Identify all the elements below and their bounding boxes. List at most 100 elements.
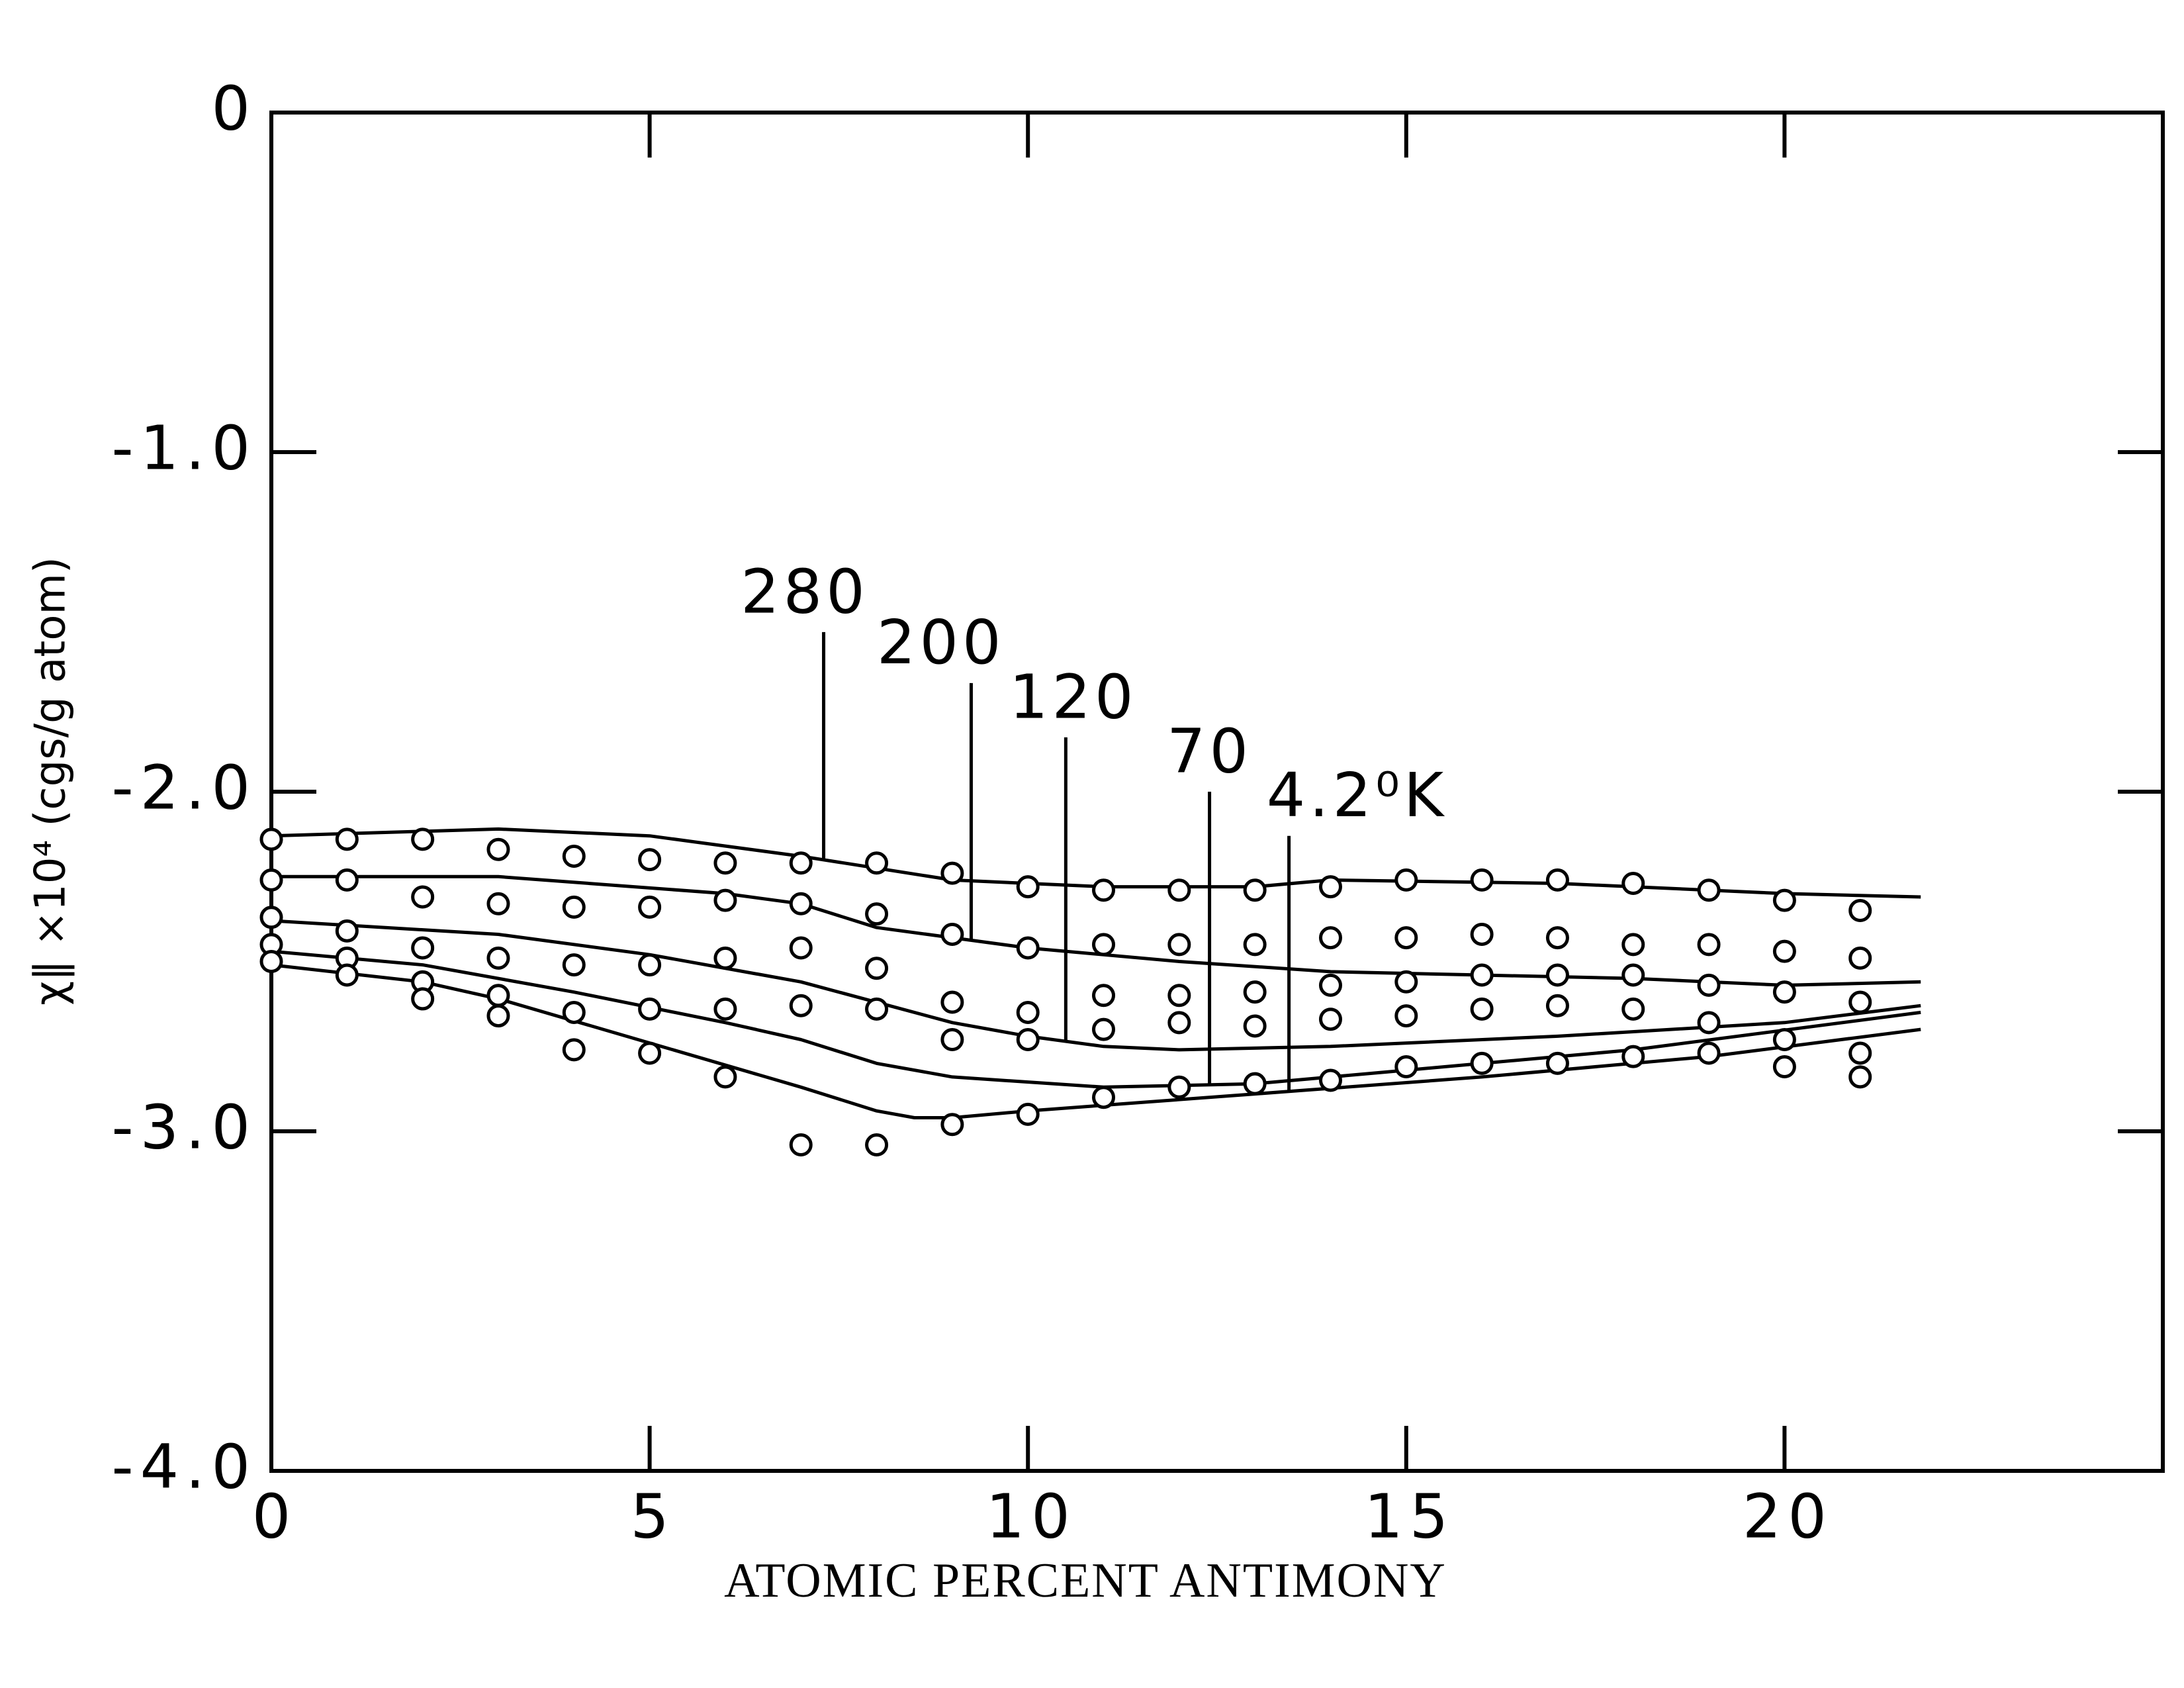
data-point [1772, 1027, 1796, 1051]
data-point [1092, 878, 1116, 902]
data-point [259, 827, 283, 851]
data-point [1621, 933, 1645, 957]
data-point [1394, 926, 1418, 950]
data-point [1394, 1004, 1418, 1028]
data-point [259, 950, 283, 973]
data-point [259, 906, 283, 929]
x-tick-label: 0 [252, 1481, 298, 1552]
data-point [335, 868, 359, 892]
data-point [1167, 1075, 1191, 1099]
data-point [940, 1027, 964, 1051]
curve-label: 120 [1009, 661, 1138, 732]
data-point [1848, 990, 1872, 1014]
data-point [638, 848, 662, 872]
data-point [486, 892, 510, 915]
data-point [1697, 973, 1721, 997]
data-point [1016, 875, 1040, 899]
x-tick-label: 15 [1364, 1481, 1455, 1552]
data-point [713, 888, 737, 912]
data-point [562, 1038, 586, 1062]
data-point [1470, 1051, 1494, 1075]
y-axis-label: χ‖ ×10⁴ (cgs/g atom) [26, 557, 75, 1006]
y-tick-label: -2.0 [111, 752, 257, 823]
x-axis-label: ATOMIC PERCENT ANTIMONY [724, 1554, 1447, 1608]
data-point [1167, 878, 1191, 902]
data-point [1470, 963, 1494, 987]
data-point [335, 963, 359, 987]
y-tick-label: -4.0 [111, 1431, 257, 1502]
data-point [1697, 878, 1721, 902]
data-point [865, 902, 889, 926]
data-point [638, 895, 662, 919]
data-point [865, 1133, 889, 1157]
data-point [1772, 939, 1796, 963]
data-point [638, 1041, 662, 1065]
data-point [713, 1065, 737, 1089]
data-point [1318, 875, 1342, 899]
y-tick-label: -3.0 [111, 1092, 257, 1162]
data-point [1318, 973, 1342, 997]
data-point [1545, 926, 1569, 950]
data-point [1545, 994, 1569, 1017]
data-point [1621, 872, 1645, 896]
data-point [1243, 933, 1267, 957]
data-point [411, 936, 435, 960]
curve-label: 70 [1167, 716, 1252, 786]
data-point [1092, 1017, 1116, 1041]
data-point [940, 1113, 964, 1137]
data-point [1470, 922, 1494, 946]
y-tick-label: 0 [211, 73, 257, 144]
data-point [562, 895, 586, 919]
x-tick-label: 20 [1743, 1481, 1833, 1552]
data-point [789, 936, 813, 960]
data-point [1016, 1027, 1040, 1051]
data-point [1848, 1065, 1872, 1089]
data-point [1697, 1011, 1721, 1035]
data-point [486, 1004, 510, 1028]
data-point [486, 837, 510, 861]
curve-label: 280 [741, 556, 869, 627]
data-point [789, 994, 813, 1017]
data-point [1848, 946, 1872, 970]
data-point [713, 851, 737, 875]
data-point [1016, 1000, 1040, 1024]
curve-label: 4.2⁰K [1267, 760, 1448, 831]
data-point [1243, 980, 1267, 1004]
data-point [713, 997, 737, 1021]
data-point [562, 844, 586, 868]
data-point [1167, 984, 1191, 1008]
x-tick-label: 10 [986, 1481, 1077, 1552]
data-point [1243, 878, 1267, 902]
data-point [1243, 1014, 1267, 1038]
data-point [1621, 963, 1645, 987]
data-point [638, 997, 662, 1021]
data-point [1016, 936, 1040, 960]
data-point [1394, 1055, 1418, 1079]
data-point [789, 892, 813, 915]
data-point [865, 957, 889, 980]
data-point [865, 851, 889, 875]
data-point [1848, 899, 1872, 923]
data-point [411, 987, 435, 1011]
data-point [335, 827, 359, 851]
data-point [1470, 868, 1494, 892]
curve-label: 200 [877, 607, 1005, 678]
data-point [1243, 1072, 1267, 1096]
data-point [1621, 1045, 1645, 1068]
data-point [1545, 963, 1569, 987]
data-point [335, 919, 359, 943]
data-point [562, 953, 586, 977]
data-point [1394, 970, 1418, 994]
data-point [1092, 984, 1116, 1008]
data-point [940, 922, 964, 946]
data-point [411, 885, 435, 909]
data-point [789, 1133, 813, 1157]
curve [271, 949, 1921, 1089]
data-point [1092, 1086, 1116, 1109]
data-point [1318, 1008, 1342, 1031]
data-point [411, 827, 435, 851]
data-point [1772, 888, 1796, 912]
